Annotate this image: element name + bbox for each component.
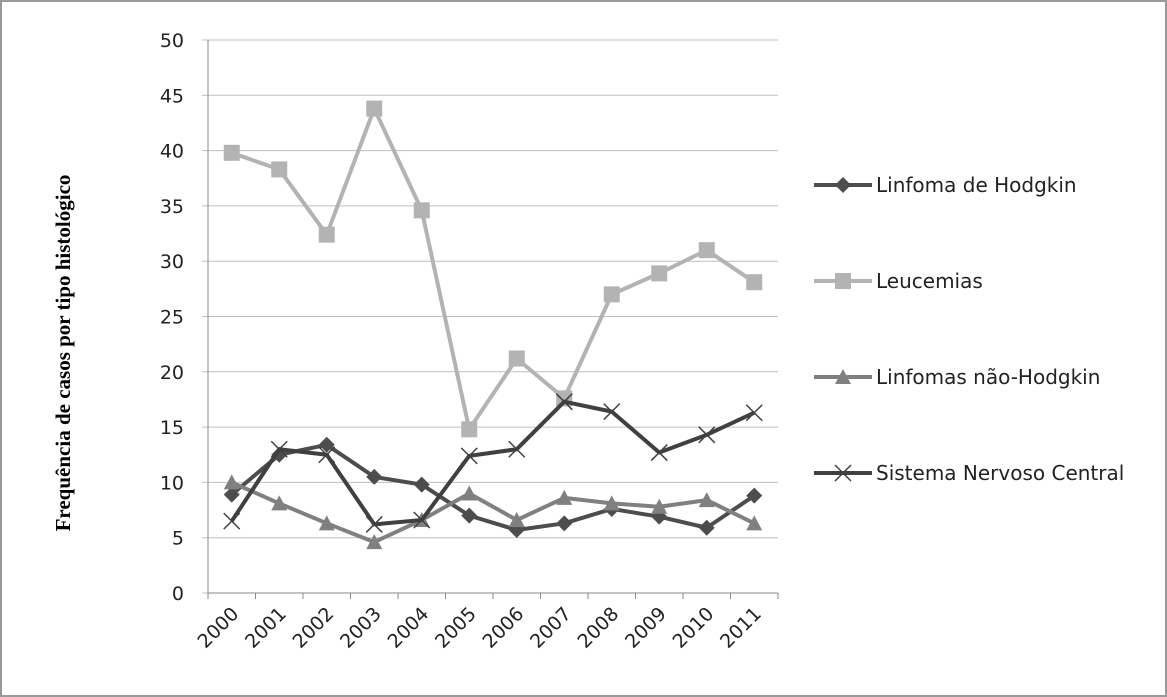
marker — [556, 515, 573, 532]
marker — [461, 421, 478, 438]
marker — [556, 489, 573, 505]
marker — [651, 498, 668, 514]
legend-label: Linfoma de Hodgkin — [876, 173, 1077, 197]
x-tick-label: 2000 — [194, 603, 244, 653]
legend-entry: Sistema Nervoso Central — [810, 458, 1160, 554]
marker — [650, 444, 668, 462]
marker — [603, 403, 621, 421]
marker — [366, 534, 383, 550]
marker — [698, 426, 716, 444]
x-tick-label: 2001 — [241, 603, 291, 653]
legend: Linfoma de Hodgkin Leucemias Linfomas não-… — [810, 170, 1160, 554]
y-tick-label: 40 — [160, 141, 184, 163]
y-tick-label: 35 — [160, 196, 184, 218]
marker — [461, 485, 478, 501]
y-tick-label: 50 — [160, 30, 184, 52]
series-line — [231, 106, 756, 432]
marker — [223, 144, 240, 161]
marker — [508, 512, 525, 528]
legend-entry: Linfoma de Hodgkin — [810, 170, 1160, 266]
marker — [223, 512, 241, 530]
marker — [508, 440, 526, 458]
marker — [603, 286, 620, 303]
legend-label: Sistema Nervoso Central — [876, 461, 1125, 485]
legend-swatch — [814, 177, 872, 193]
y-tick-label: 15 — [160, 417, 184, 439]
marker — [603, 495, 620, 511]
marker — [746, 515, 763, 531]
legend-entry: Leucemias — [810, 266, 1160, 362]
x-tick-label: 2005 — [431, 603, 481, 653]
marker — [223, 486, 240, 503]
y-tick-label: 20 — [160, 362, 184, 384]
y-axis-label: Frequência de casos por tipo histológico — [51, 175, 75, 532]
marker — [835, 177, 851, 193]
x-tick-label: 2009 — [621, 603, 671, 653]
marker — [835, 369, 851, 384]
marker — [270, 440, 288, 458]
marker — [318, 226, 335, 243]
x-tick-label: 2002 — [289, 603, 339, 653]
y-tick-label: 5 — [172, 528, 184, 550]
x-tick-label: 2011 — [716, 603, 766, 653]
marker — [745, 404, 763, 422]
y-tick-label: 10 — [160, 472, 184, 494]
marker — [366, 468, 383, 485]
marker — [651, 265, 668, 282]
legend-swatch — [814, 369, 872, 384]
marker — [461, 507, 478, 524]
marker — [834, 464, 852, 482]
marker — [223, 474, 240, 490]
x-tick-label: 2008 — [574, 603, 624, 653]
y-tick-label: 25 — [160, 307, 184, 329]
legend-swatch — [814, 273, 872, 289]
marker — [508, 350, 525, 367]
series-line — [230, 399, 756, 527]
marker — [366, 100, 383, 117]
marker — [413, 476, 430, 493]
x-tick-label: 2010 — [669, 603, 719, 653]
marker — [698, 519, 715, 536]
marker — [460, 447, 478, 465]
marker — [365, 515, 383, 533]
marker — [413, 202, 430, 219]
x-tick-label: 2003 — [336, 603, 386, 653]
legend-swatch — [814, 464, 872, 482]
legend-label: Linfomas não-Hodgkin — [876, 365, 1101, 389]
marker — [318, 515, 335, 531]
series-line — [230, 442, 756, 532]
x-tick-label: 2006 — [479, 603, 529, 653]
marker — [651, 508, 668, 525]
series-line — [230, 480, 756, 545]
marker — [413, 511, 431, 529]
marker — [271, 495, 288, 511]
marker — [698, 242, 715, 259]
y-tick-label: 0 — [172, 583, 184, 605]
marker — [698, 492, 715, 508]
marker — [271, 161, 288, 178]
marker — [318, 446, 336, 464]
y-tick-label: 30 — [160, 251, 184, 273]
y-tick-label: 45 — [160, 85, 184, 107]
marker — [746, 487, 763, 504]
legend-label: Leucemias — [876, 269, 983, 293]
marker — [835, 273, 851, 289]
x-tick-label: 2007 — [526, 603, 576, 653]
legend-entry: Linfomas não-Hodgkin — [810, 362, 1160, 458]
marker — [318, 436, 335, 453]
marker — [746, 274, 763, 291]
marker — [555, 393, 573, 411]
x-tick-label: 2004 — [384, 603, 434, 653]
